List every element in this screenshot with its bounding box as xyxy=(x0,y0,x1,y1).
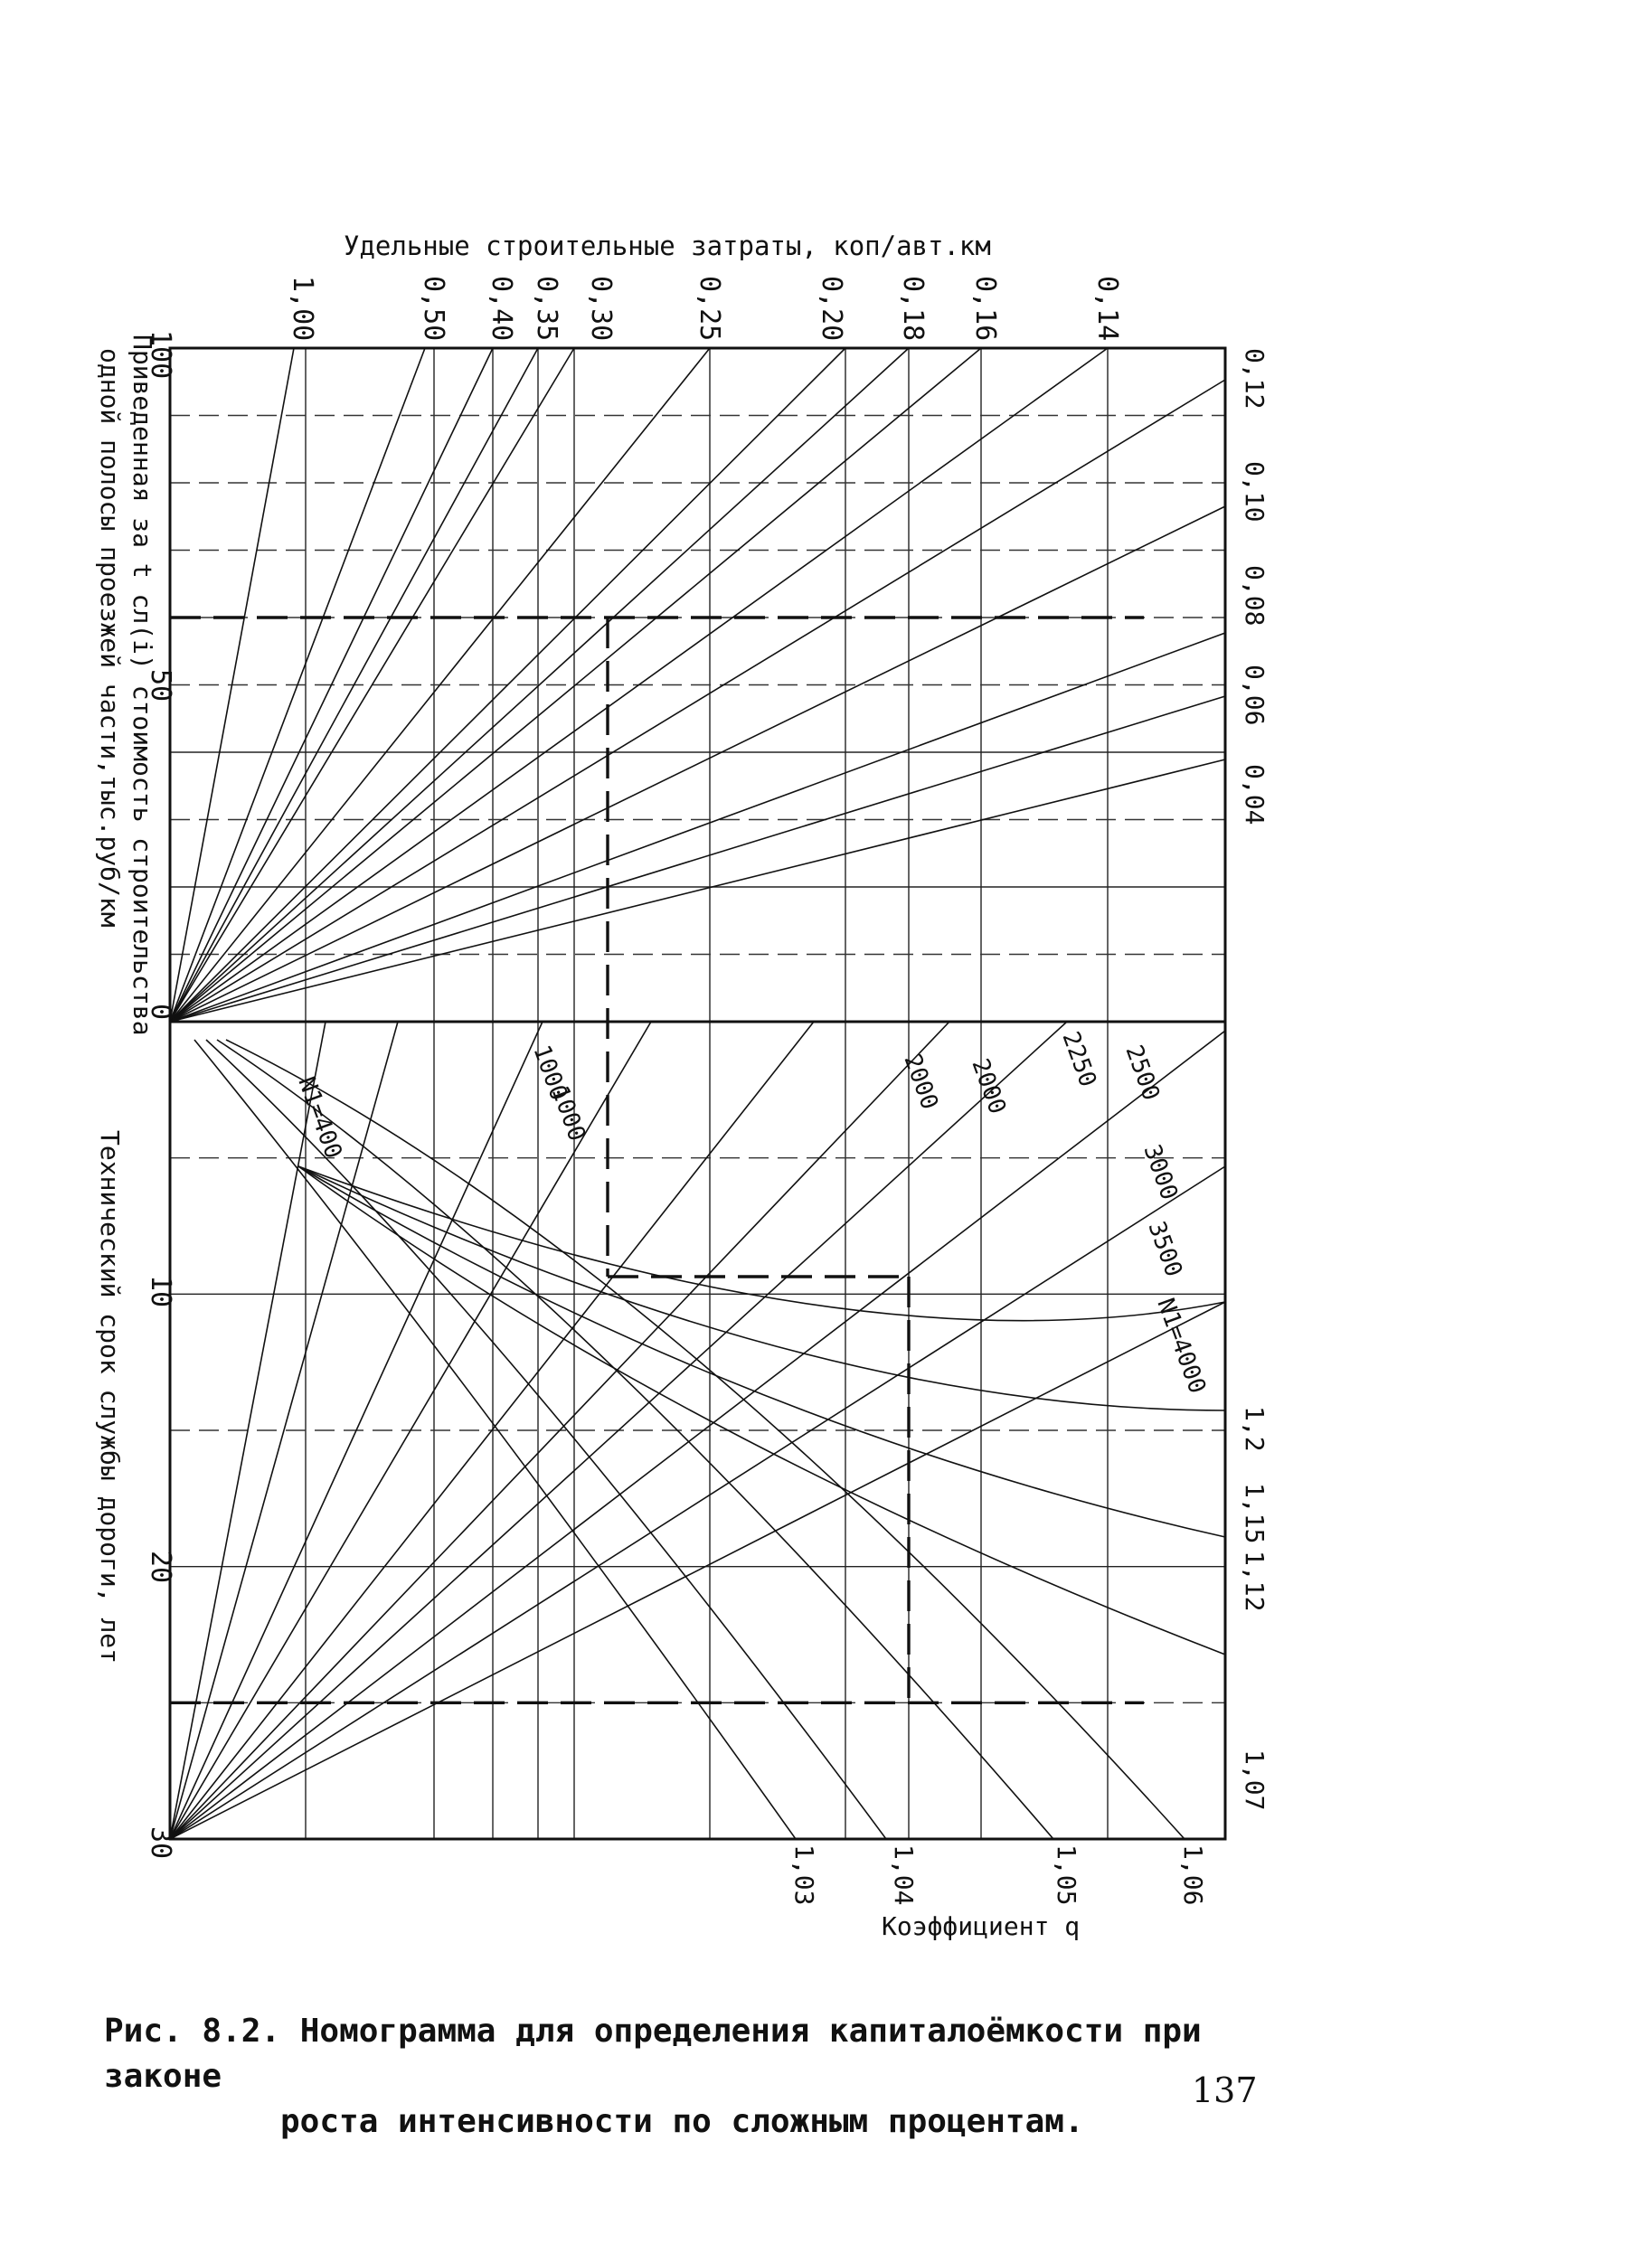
bottom-tick-2: 1,05 xyxy=(1052,1844,1081,1905)
top-tick-2: 0,40 xyxy=(486,276,517,341)
lower-q-curve-2 xyxy=(216,1039,1054,1840)
lower-q-curve-5 xyxy=(297,1165,1226,1538)
bottom-axis-label: Коэффициент q xyxy=(882,1911,1080,1941)
left-lower-label: Технический срок службы дороги, лет xyxy=(95,1130,125,1664)
top-tick-8: 0,16 xyxy=(969,276,1001,341)
lower-intensity-line-5 xyxy=(169,1021,950,1840)
left-lower-tick-2: 30 xyxy=(145,1826,176,1859)
lower-intensity-line-8 xyxy=(169,1165,1226,1840)
upper-cost-line-5 xyxy=(169,347,711,1023)
chart-title: Удельные строительные затраты, коп/авт.к… xyxy=(344,231,991,261)
upper-cost-line-2 xyxy=(169,347,494,1023)
axis-labels: 1,00 0,50 0,40 0,35 0,30 0,25 0,20 0,18 0,16 0,14… xyxy=(95,276,1270,1941)
upper-cost-line-9 xyxy=(169,347,1109,1023)
upper-cost-line-7 xyxy=(169,347,910,1023)
example-path xyxy=(170,616,1144,1705)
right-tick-2: 0,08 xyxy=(1240,565,1270,626)
right-lower-tick-3: 1,07 xyxy=(1240,1749,1270,1810)
upper-cost-line-13 xyxy=(169,695,1226,1023)
upper-cost-line-14 xyxy=(169,759,1226,1023)
upper-cost-line-8 xyxy=(169,347,982,1023)
n-label-7: 3000 xyxy=(1138,1141,1183,1203)
bottom-tick-1: 1,04 xyxy=(889,1844,919,1905)
caption-line-2: роста интенсивности по сложным процентам… xyxy=(280,2103,1084,2140)
left-upper-tick-0: 100 xyxy=(145,330,176,379)
lower-q-curves xyxy=(194,1039,1226,1840)
upper-cost-line-12 xyxy=(169,632,1226,1023)
n-label-8: 3500 xyxy=(1142,1218,1187,1280)
right-lower-tick-0: 1,2 xyxy=(1240,1406,1270,1452)
right-lower-tick-1: 1,15 xyxy=(1240,1483,1270,1543)
upper-cost-line-0 xyxy=(169,347,295,1023)
lower-intensity-line-9 xyxy=(169,1301,1226,1840)
frame xyxy=(168,346,1227,1841)
right-tick-4: 0,04 xyxy=(1240,764,1270,825)
n-label-6: 2500 xyxy=(1119,1042,1165,1104)
upper-cost-line-1 xyxy=(169,347,426,1023)
left-upper-tick-1: 50 xyxy=(145,669,176,702)
bottom-tick-0: 1,03 xyxy=(789,1844,819,1905)
top-tick-6: 0,20 xyxy=(816,276,847,341)
upper-cost-line-6 xyxy=(169,347,846,1023)
lower-q-curve-0 xyxy=(194,1039,797,1840)
lower-intensity-line-1 xyxy=(169,1021,399,1840)
upper-cost-line-10 xyxy=(169,379,1226,1023)
n-label-2: 1000 xyxy=(545,1082,590,1145)
top-tick-4: 0,30 xyxy=(585,276,617,341)
lower-q-curve-7 xyxy=(297,1165,1226,1322)
right-lower-tick-2: 1,12 xyxy=(1240,1551,1270,1611)
top-tick-9: 0,14 xyxy=(1091,276,1123,341)
left-lower-tick-0: 10 xyxy=(145,1275,176,1307)
upper-cost-line-4 xyxy=(169,347,575,1023)
top-tick-1: 0,50 xyxy=(418,276,449,341)
figure-caption: Рис. 8.2. Номограмма для определения кап… xyxy=(104,2009,1279,2145)
chart-frame xyxy=(168,346,1227,1841)
lower-q-curve-6 xyxy=(297,1165,1226,1411)
left-lower-tick-1: 20 xyxy=(145,1551,176,1583)
grid xyxy=(170,347,1225,1839)
lower-intensity-line-3 xyxy=(169,1021,652,1840)
lower-q-curve-1 xyxy=(205,1039,887,1840)
top-tick-3: 0,35 xyxy=(531,276,562,341)
n-label-5: 2250 xyxy=(1056,1028,1101,1090)
right-tick-0: 0,12 xyxy=(1240,348,1270,409)
lower-q-curve-4 xyxy=(297,1165,1226,1655)
left-upper-tick-2: 0 xyxy=(145,1004,176,1020)
n-label-3: 2000 xyxy=(898,1051,943,1113)
left-upper-label-1: Приведенная за t сл(i) стоимость строите… xyxy=(127,335,157,1035)
upper-cost-line-11 xyxy=(169,505,1226,1023)
right-tick-1: 0,10 xyxy=(1240,461,1270,522)
top-tick-5: 0,25 xyxy=(694,276,725,341)
top-tick-0: 1,00 xyxy=(287,276,318,341)
lower-q-curve-3 xyxy=(225,1039,1185,1840)
left-upper-label-2: одной полосы проезжей части,тыс.руб/км xyxy=(95,348,125,928)
upper-cost-lines xyxy=(169,347,1226,1023)
top-tick-7: 0,18 xyxy=(897,276,929,341)
page-number: 137 xyxy=(1192,2070,1258,2110)
caption-line-1: Рис. 8.2. Номограмма для определения кап… xyxy=(104,2013,1202,2095)
right-tick-3: 0,06 xyxy=(1240,665,1270,725)
bottom-tick-3: 1,06 xyxy=(1178,1844,1208,1905)
upper-cost-line-3 xyxy=(169,347,539,1023)
n-label-9: N1=4000 xyxy=(1151,1295,1211,1397)
lower-intensity-line-2 xyxy=(169,1021,543,1840)
